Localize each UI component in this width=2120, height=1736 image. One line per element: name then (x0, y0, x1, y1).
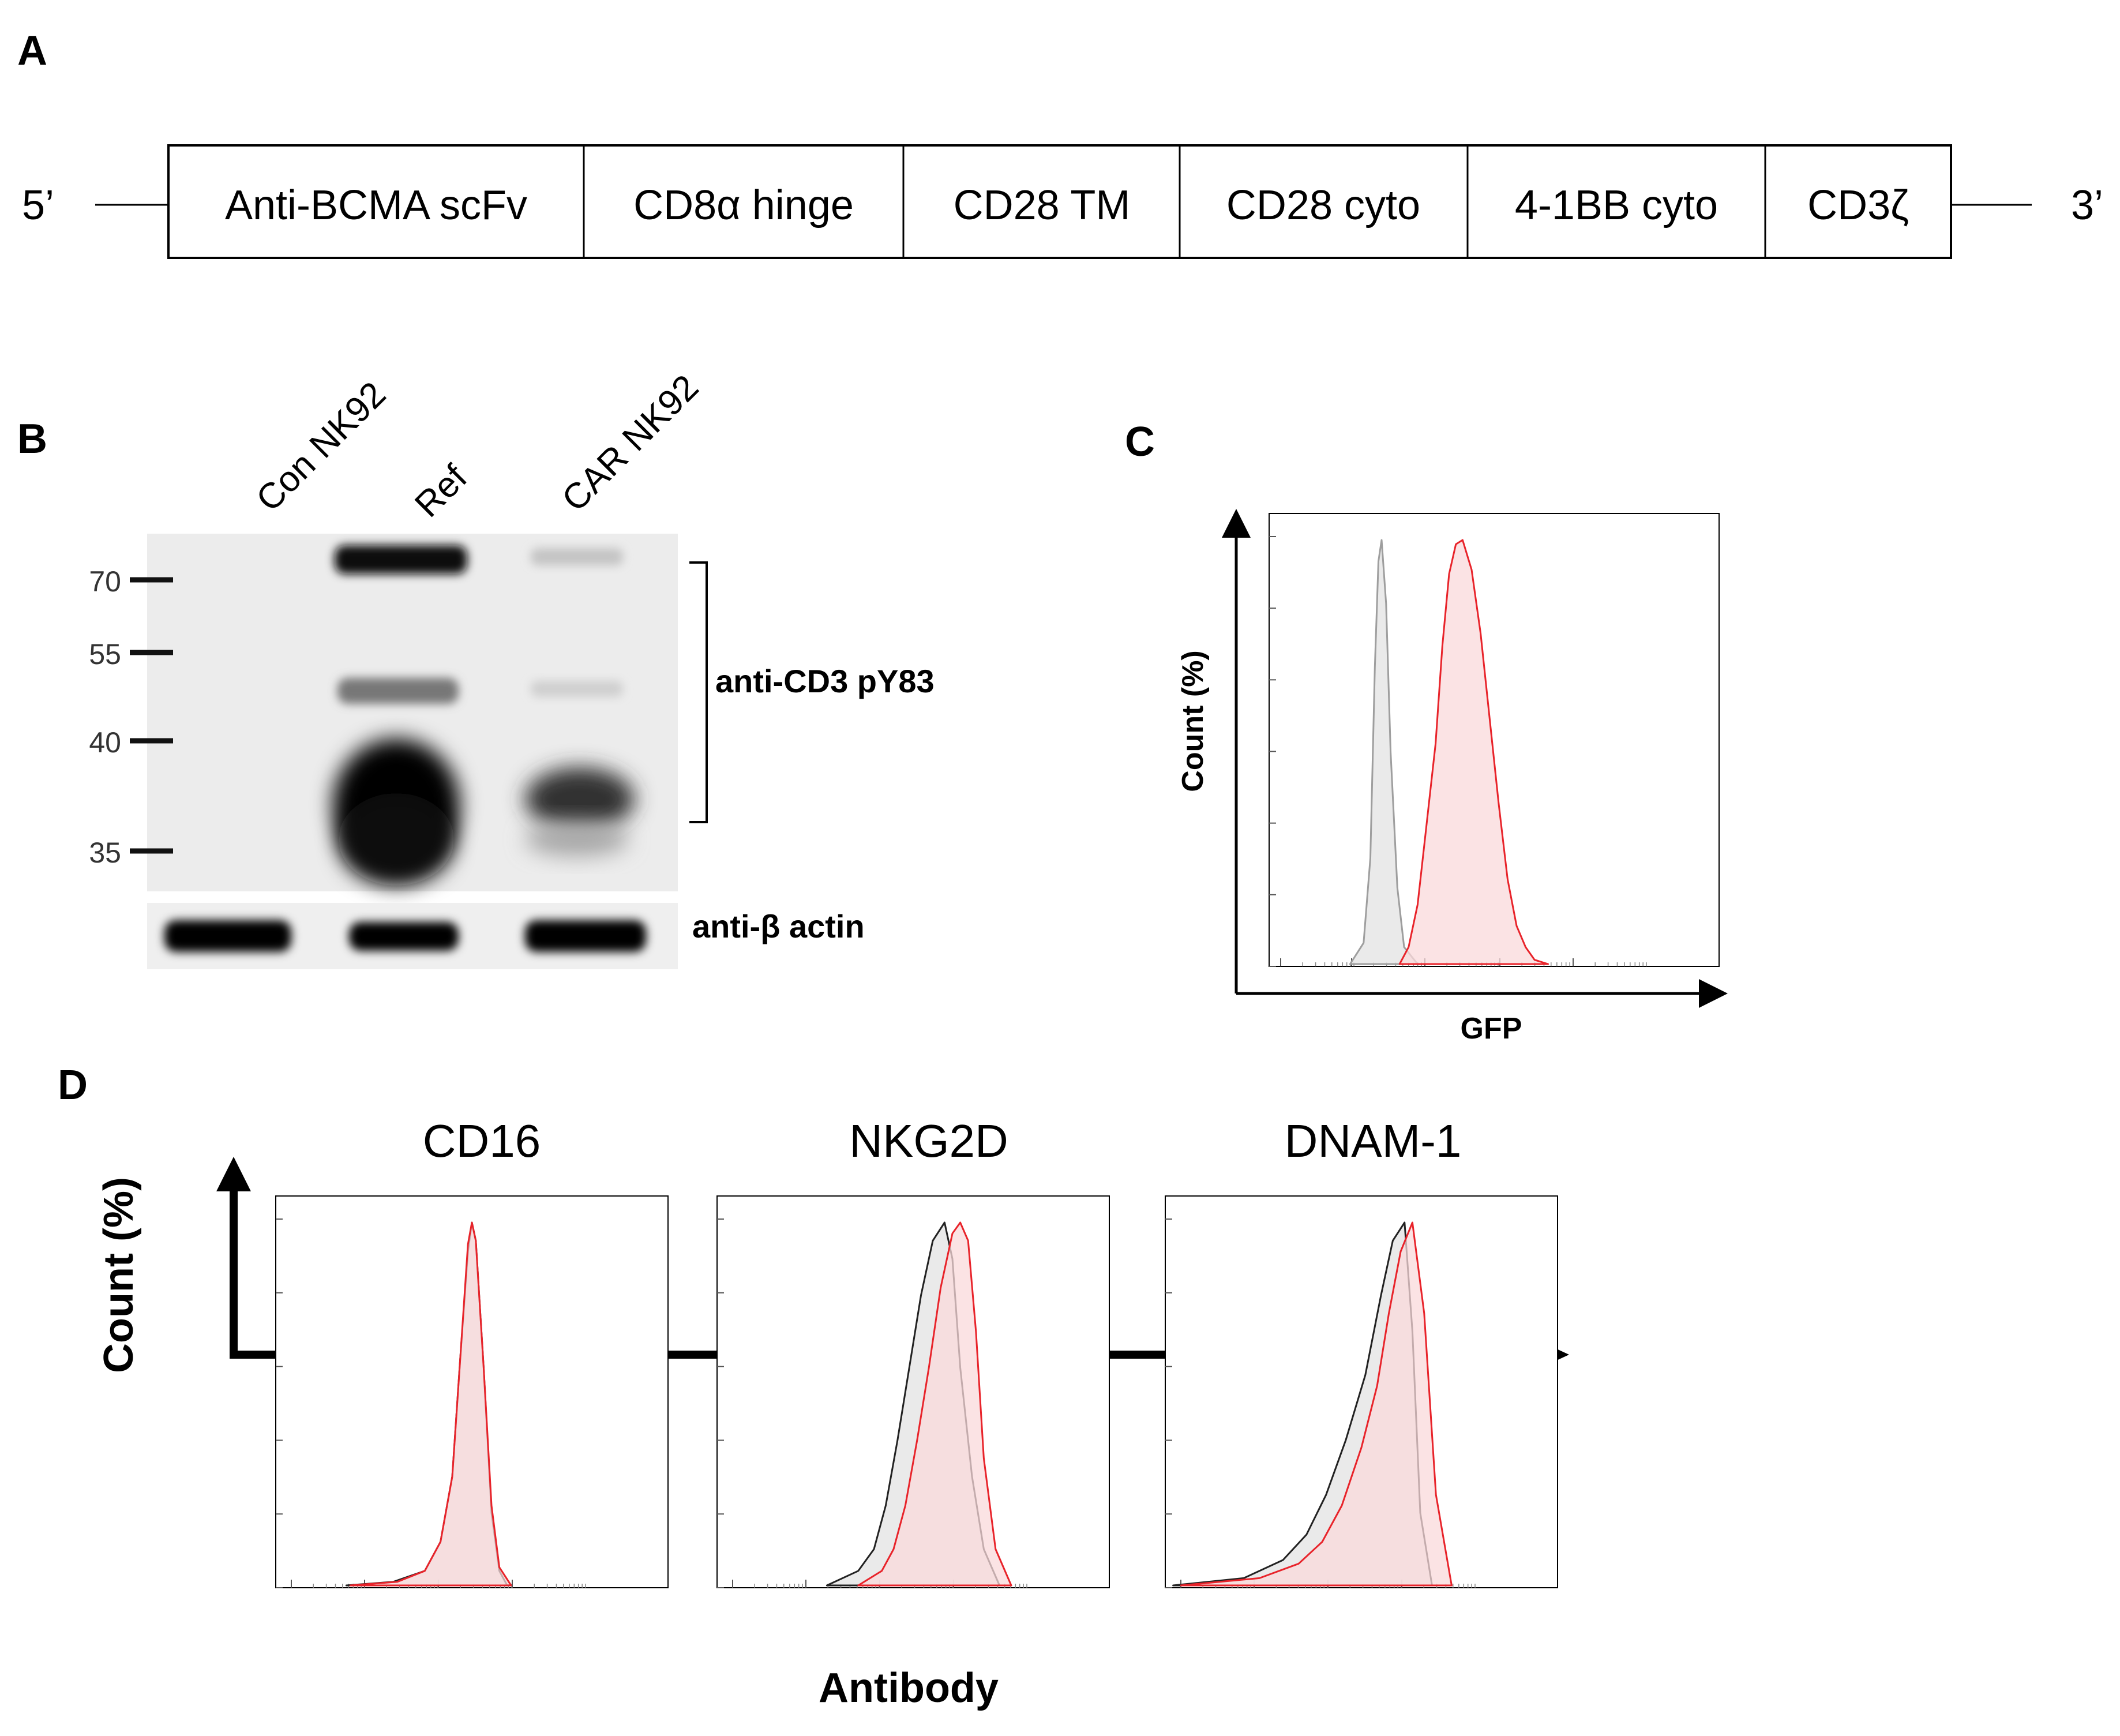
band-car-37 (525, 767, 635, 831)
d-plot-nkg2d (716, 1195, 1110, 1588)
lane-label-car-nk92: CAR NK92 (554, 368, 706, 519)
marker-label-35: 35 (89, 837, 121, 869)
d-dnam-1-car-histogram (1180, 1221, 1453, 1587)
d-title-nkg2d: NKG2D (849, 1115, 1008, 1167)
marker-label-40: 40 (89, 726, 121, 759)
band-car-35 (525, 822, 629, 857)
c-ylabel: Count (%) (1176, 650, 1210, 792)
c-plot (1269, 513, 1720, 967)
d-ylabel: Count (%) (96, 1177, 142, 1373)
segment-cd3z: CD3ζ (1807, 182, 1909, 228)
band-car-70 (531, 548, 623, 565)
band-ref-48 (337, 678, 459, 704)
d-title-cd16: CD16 (423, 1115, 541, 1167)
d-y-arrow (216, 1157, 251, 1191)
band-ref-35 (339, 793, 454, 886)
panel-c-label: C (1125, 419, 1155, 465)
c-car-histogram (1398, 539, 1549, 965)
segment-cd28-cyto: CD28 cyto (1226, 182, 1420, 228)
d-xlabel: Antibody (819, 1665, 999, 1711)
three-prime-label: 3’ (2071, 182, 2103, 228)
band-actin-car (525, 920, 646, 952)
d-title-dnam-1: DNAM-1 (1285, 1115, 1462, 1167)
segment-anti-bcma-scfv: Anti-BCMA scFv (225, 182, 527, 228)
band-ref-70 (335, 545, 467, 574)
lane-label-con-nk92: Con NK92 (249, 374, 393, 519)
lane-label-ref: Ref (407, 457, 475, 525)
bracket-label: anti-CD3 pY83 (715, 663, 935, 699)
segment-cd28-tm: CD28 TM (954, 182, 1131, 228)
panel-d-label: D (58, 1062, 88, 1108)
panel-b-label: B (17, 416, 47, 462)
actin-label: anti-β actin (692, 908, 865, 944)
d-plot-dnam-1 (1165, 1195, 1558, 1588)
western-blot: 70 55 40 35 (89, 534, 678, 969)
segment-4-1bb-cyto: 4-1BB cyto (1515, 182, 1718, 228)
band-car-48 (531, 681, 623, 697)
marker-label-55: 55 (89, 638, 121, 670)
band-actin-ref (349, 922, 459, 951)
five-prime-label: 5’ (22, 182, 54, 228)
bracket (689, 561, 708, 823)
marker-label-70: 70 (89, 565, 121, 598)
band-actin-con (164, 920, 291, 952)
d-cd16-car-histogram (349, 1221, 512, 1587)
construct-box (167, 144, 1952, 259)
panel-a-label: A (17, 28, 47, 74)
segment-cd8a-hinge: CD8α hinge (633, 182, 854, 228)
d-plot-cd16 (275, 1195, 669, 1588)
c-xlabel: GFP (1461, 1012, 1522, 1045)
d-nkg2d-car-histogram (857, 1221, 1012, 1587)
